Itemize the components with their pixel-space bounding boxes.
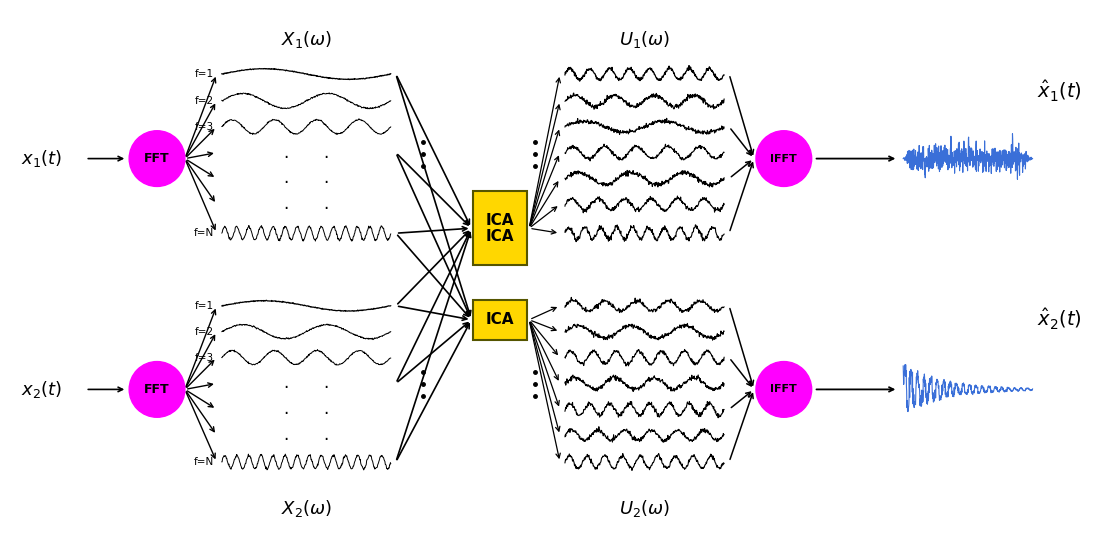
Text: .: .	[323, 144, 329, 162]
Text: IFFT: IFFT	[771, 153, 797, 164]
Text: .: .	[323, 374, 329, 392]
Text: .: .	[284, 426, 289, 444]
Text: FFT: FFT	[145, 383, 170, 396]
Text: .: .	[284, 374, 289, 392]
FancyBboxPatch shape	[474, 191, 527, 265]
Text: $x_1(t)$: $x_1(t)$	[21, 148, 62, 169]
Text: .: .	[323, 426, 329, 444]
Text: $X_2(\omega)$: $X_2(\omega)$	[280, 498, 332, 520]
Text: ICA
ICA: ICA ICA	[486, 213, 514, 244]
Circle shape	[129, 362, 184, 417]
Text: $X_1(\omega)$: $X_1(\omega)$	[280, 28, 332, 50]
Text: $x_2(t)$: $x_2(t)$	[21, 379, 62, 400]
Text: .: .	[284, 169, 289, 187]
Text: f=1: f=1	[194, 301, 214, 311]
Circle shape	[756, 131, 811, 186]
Text: FFT: FFT	[145, 152, 170, 165]
Circle shape	[756, 362, 811, 417]
Text: f=1: f=1	[194, 69, 214, 79]
Text: .: .	[323, 400, 329, 418]
Text: f=3: f=3	[194, 352, 214, 363]
Text: $U_2(\omega)$: $U_2(\omega)$	[619, 498, 670, 520]
Text: ICA: ICA	[486, 312, 514, 327]
Text: f=2: f=2	[194, 96, 214, 106]
Text: .: .	[323, 195, 329, 213]
Text: .: .	[323, 169, 329, 187]
Text: f=N: f=N	[193, 457, 214, 467]
Text: $\hat{x}_1(t)$: $\hat{x}_1(t)$	[1037, 78, 1082, 104]
Text: f=N: f=N	[193, 228, 214, 238]
Text: .: .	[284, 144, 289, 162]
Text: f=2: f=2	[194, 327, 214, 336]
Circle shape	[129, 131, 184, 186]
Text: .: .	[284, 195, 289, 213]
Text: f=3: f=3	[194, 122, 214, 132]
FancyBboxPatch shape	[474, 300, 527, 340]
Text: $\hat{x}_2(t)$: $\hat{x}_2(t)$	[1037, 307, 1082, 333]
Text: .: .	[284, 400, 289, 418]
Text: IFFT: IFFT	[771, 384, 797, 395]
Text: $U_1(\omega)$: $U_1(\omega)$	[619, 28, 670, 50]
